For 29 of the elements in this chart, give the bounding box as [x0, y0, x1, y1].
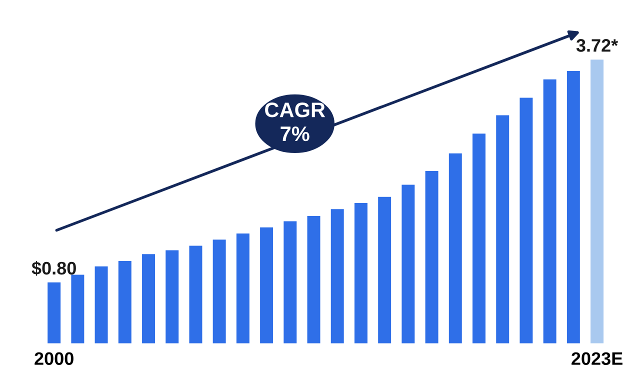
bar [378, 196, 392, 344]
bar [94, 266, 108, 344]
x-tick-label: 2000 [34, 352, 74, 365]
bar [71, 274, 84, 344]
bar [236, 234, 250, 344]
bar [189, 246, 202, 344]
bar [354, 203, 368, 344]
bar [142, 254, 156, 344]
bar [566, 71, 580, 344]
bar [260, 227, 274, 344]
bar [520, 98, 533, 344]
bar [307, 216, 320, 344]
bar [425, 170, 438, 344]
bar [330, 209, 344, 344]
bar [166, 250, 179, 344]
annotation: CAGR 7% [265, 102, 326, 142]
bar [284, 221, 297, 344]
bar [118, 260, 132, 344]
bar [402, 184, 415, 344]
bar [590, 60, 604, 344]
bar [48, 282, 61, 344]
bar [496, 115, 510, 344]
bar [212, 240, 226, 344]
x-tick-label: 2023E [572, 352, 622, 365]
data-label: $0.80 [32, 261, 76, 276]
bar [543, 79, 556, 344]
bar [448, 153, 462, 344]
data-label: 3.72* [576, 39, 618, 52]
bar [472, 134, 486, 344]
